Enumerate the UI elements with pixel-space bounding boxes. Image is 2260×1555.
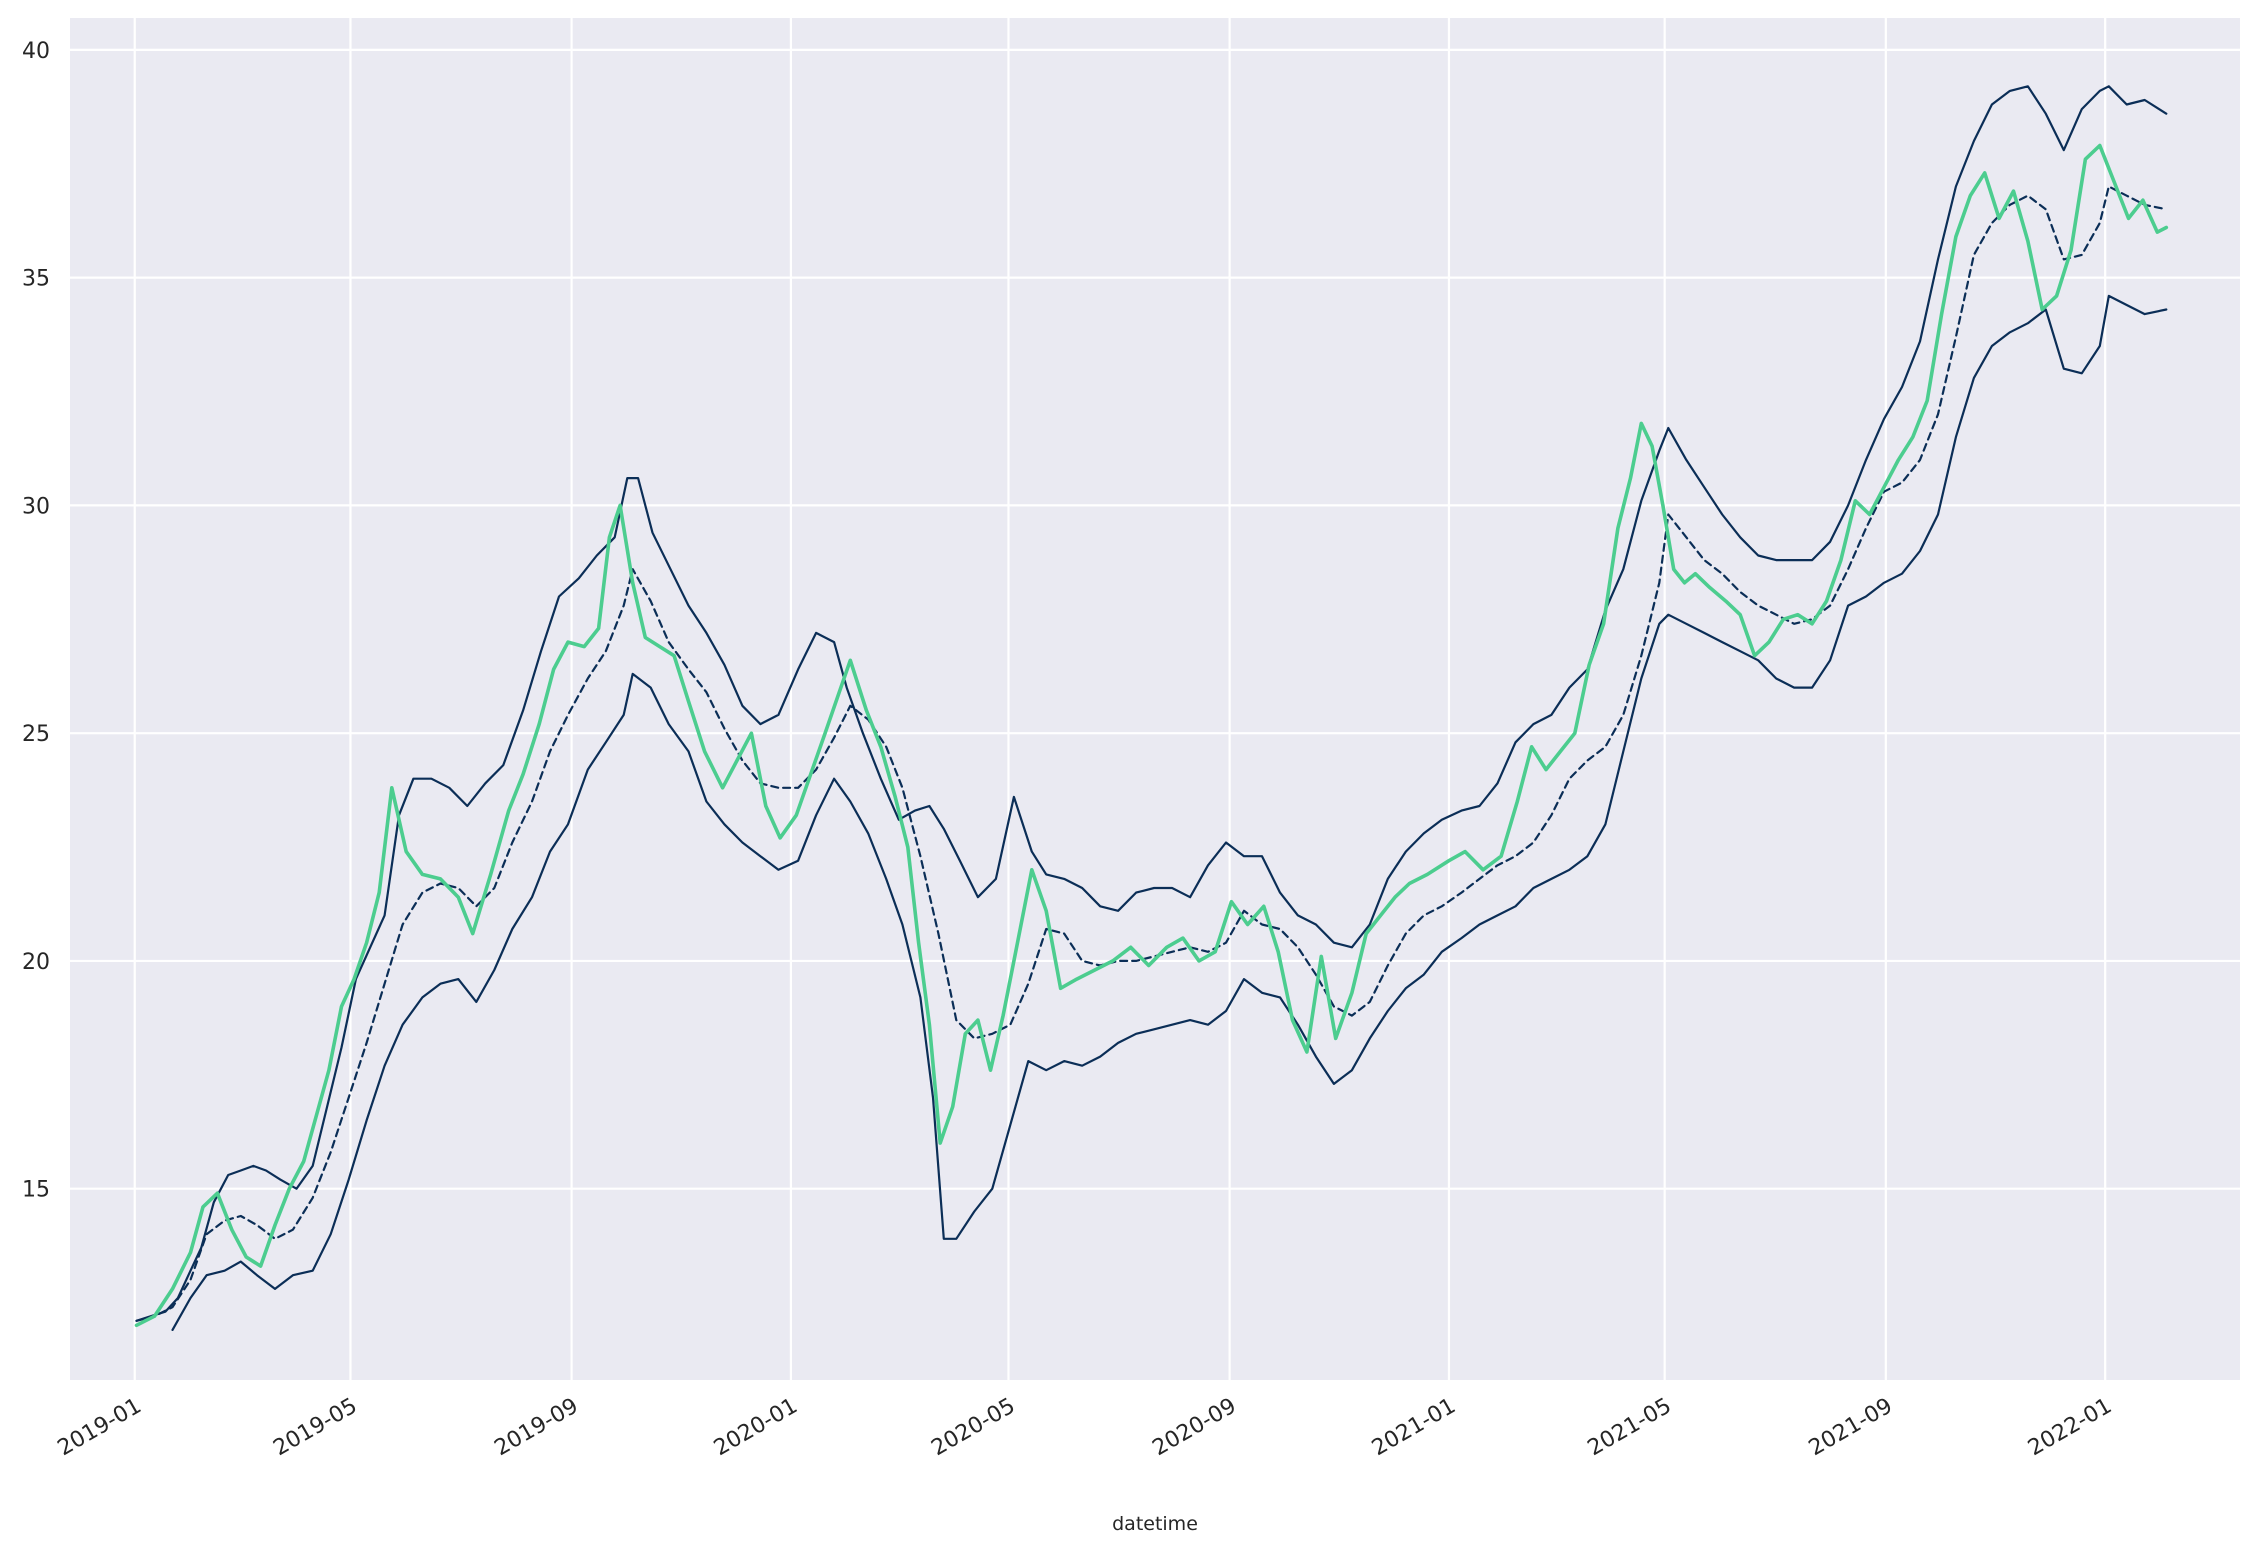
x-tick-label: 2022-01 [2024, 1394, 2116, 1462]
x-axis-label: datetime [1112, 1513, 1198, 1535]
x-tick-label: 2019-01 [54, 1394, 146, 1462]
x-tick-label: 2021-01 [1368, 1394, 1460, 1462]
series-line-sma [135, 185, 2168, 1322]
x-tick-label: 2020-01 [710, 1394, 802, 1462]
series-line-lower [171, 294, 2168, 1332]
x-tick-label: 2021-09 [1805, 1394, 1897, 1462]
y-tick-label: 30 [22, 494, 50, 519]
series-line-upper [135, 85, 2168, 1322]
plot-area [70, 18, 2240, 1380]
y-tick-label: 35 [22, 267, 50, 292]
y-tick-label: 40 [22, 39, 50, 64]
x-tick-label: 2020-05 [927, 1394, 1019, 1462]
y-tick-label: 20 [22, 950, 50, 975]
x-tick-label: 2019-09 [490, 1394, 582, 1462]
x-tick-label: 2019-05 [269, 1394, 361, 1462]
series-line-price [134, 143, 2169, 1328]
grid [70, 18, 2240, 1380]
y-tick-label: 25 [22, 722, 50, 747]
x-tick-label: 2021-05 [1584, 1394, 1676, 1462]
y-tick-label: 15 [22, 1178, 50, 1203]
series-group [134, 85, 2169, 1332]
x-tick-label: 2020-09 [1149, 1394, 1241, 1462]
